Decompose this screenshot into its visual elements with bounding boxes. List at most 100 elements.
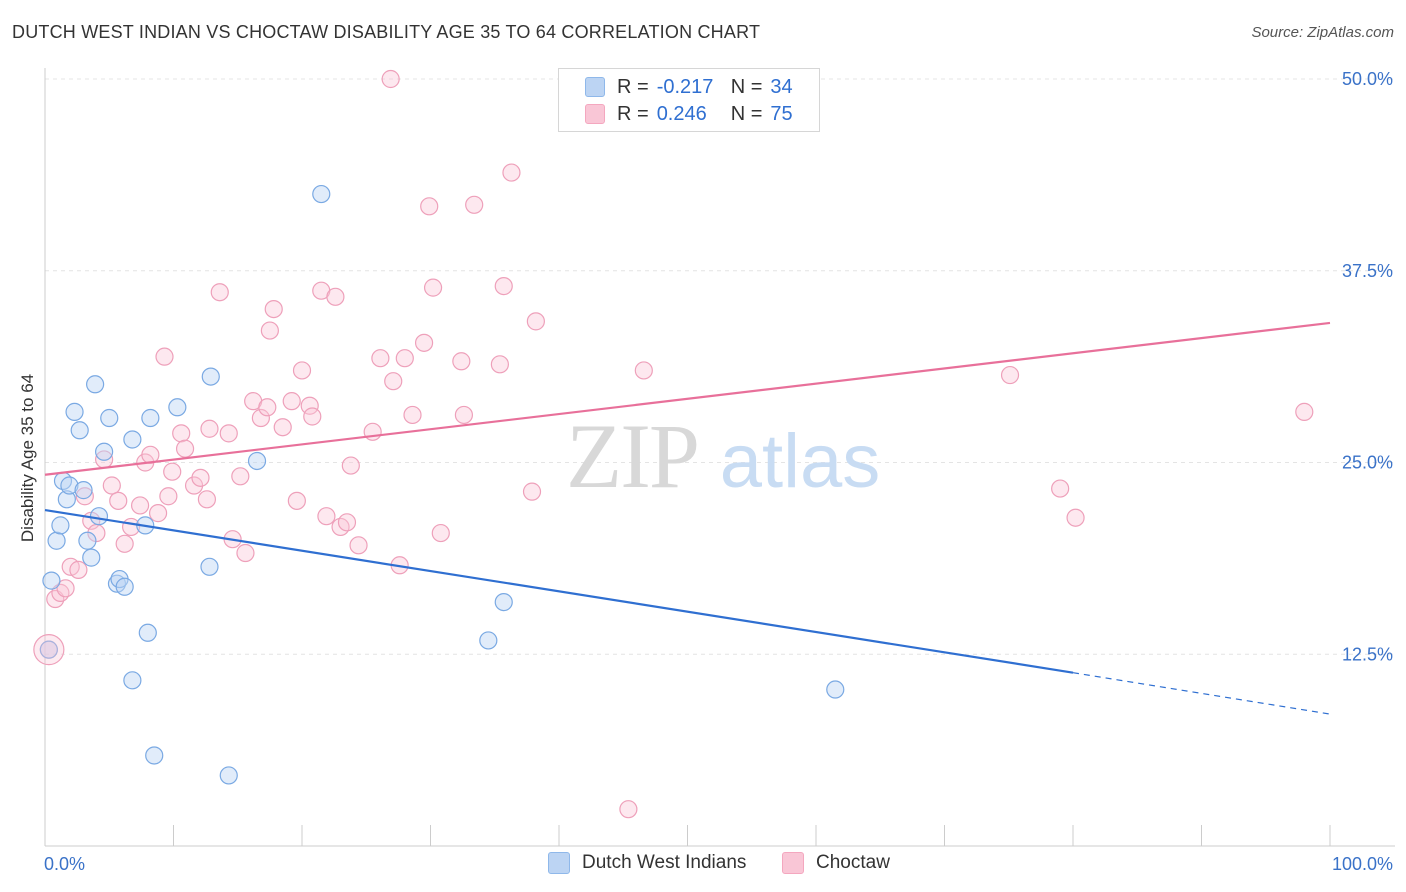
point-choctaw: [395, 349, 414, 368]
legend-swatch-choctaw: [585, 104, 605, 124]
grid-layer: [45, 78, 1395, 655]
point-choctaw: [414, 333, 434, 352]
trendline-dutch-west-indians: [44, 508, 1074, 674]
point-choctaw: [130, 496, 150, 515]
point-dutch-west-indians: [168, 398, 187, 417]
point-choctaw: [303, 407, 322, 426]
trendline-choctaw: [44, 321, 1331, 476]
point-choctaw: [326, 287, 345, 306]
point-choctaw: [317, 507, 336, 526]
point-choctaw: [148, 504, 168, 523]
point-dutch-west-indians: [219, 766, 238, 785]
x-tick-label: 0.0%: [44, 854, 85, 874]
point-choctaw: [56, 579, 75, 598]
chart-source: Source: ZipAtlas.com: [1251, 24, 1394, 41]
point-choctaw: [337, 513, 357, 532]
point-dutch-west-indians: [95, 442, 114, 461]
point-dutch-west-indians: [65, 402, 84, 421]
point-choctaw: [109, 491, 128, 510]
legend-series-name: Choctaw: [816, 852, 890, 873]
legend-r-value: 0.246: [656, 102, 707, 125]
point-choctaw: [115, 534, 134, 553]
point-choctaw: [75, 487, 94, 506]
legend-n-label: N =: [730, 75, 763, 98]
point-choctaw: [452, 352, 471, 371]
legend-stats: R = -0.217 N = 34 R = 0.246 N = 75: [558, 68, 820, 132]
point-choctaw: [258, 398, 277, 417]
legend-swatch: [782, 852, 804, 874]
watermark: ZIP atlas: [566, 405, 880, 507]
point-dutch-west-indians: [247, 451, 267, 471]
legend-r-label: R =: [617, 102, 649, 125]
point-dutch-west-indians: [74, 481, 93, 500]
point-dutch-west-indians: [39, 640, 58, 659]
y-tick-label: 12.5%: [1342, 644, 1393, 664]
point-dutch-west-indians: [100, 408, 119, 428]
point-choctaw: [155, 347, 174, 366]
point-dutch-west-indians: [51, 516, 70, 535]
point-choctaw: [454, 405, 474, 425]
point-choctaw: [465, 195, 484, 214]
point-dutch-west-indians: [47, 531, 66, 550]
point-choctaw: [634, 361, 653, 380]
legend-row-dutch-west-indians: R = -0.217 N = 34: [617, 75, 793, 99]
point-choctaw: [1295, 402, 1314, 421]
point-dutch-west-indians: [494, 592, 513, 612]
point-dutch-west-indians: [42, 571, 61, 590]
trendline-dutch-west-indians-extension: [1072, 672, 1331, 715]
point-choctaw-large: [33, 634, 65, 666]
point-choctaw: [273, 418, 292, 437]
point-dutch-west-indians: [82, 548, 101, 567]
point-choctaw: [331, 517, 350, 537]
point-choctaw: [420, 197, 439, 216]
point-dutch-west-indians: [115, 577, 134, 596]
point-choctaw: [371, 349, 390, 368]
point-dutch-west-indians: [86, 375, 105, 394]
point-dutch-west-indians: [826, 680, 845, 699]
watermark-atlas: atlas: [720, 419, 881, 504]
legend-swatch: [548, 852, 570, 874]
point-choctaw: [282, 392, 301, 411]
point-dutch-west-indians: [479, 631, 498, 650]
legend-item-dutch-west-indians: Dutch West Indians: [548, 852, 746, 874]
point-choctaw: [69, 560, 88, 579]
point-choctaw: [431, 523, 450, 543]
point-choctaw: [175, 439, 195, 458]
trend-layer: [44, 321, 1331, 715]
y-axis-label: Disability Age 35 to 64: [18, 374, 37, 542]
point-choctaw: [260, 321, 279, 340]
point-choctaw: [172, 424, 191, 443]
point-choctaw: [292, 361, 312, 380]
point-choctaw: [384, 372, 403, 391]
x-tick-label: 100.0%: [1332, 854, 1393, 874]
point-choctaw: [287, 491, 306, 510]
legend-row-choctaw: R = 0.246 N = 75: [617, 102, 793, 126]
point-choctaw: [300, 396, 319, 415]
point-choctaw: [1051, 479, 1070, 498]
point-choctaw: [251, 408, 270, 428]
point-choctaw: [490, 355, 509, 374]
axis-layer: 12.5% 25.0% 37.5% 50.0% 0.0% 100.0%: [44, 68, 1395, 874]
point-choctaw: [381, 69, 400, 89]
point-choctaw: [526, 312, 545, 331]
point-dutch-west-indians: [89, 507, 109, 526]
legend-series: Dutch West Indians Choctaw: [0, 850, 1406, 878]
y-tick-label: 37.5%: [1342, 261, 1393, 281]
legend-n-value: 34: [770, 75, 793, 98]
point-dutch-west-indians: [78, 531, 97, 550]
point-choctaw: [341, 456, 360, 475]
legend-n-value: 75: [770, 102, 793, 125]
point-choctaw: [219, 424, 238, 443]
point-choctaw: [522, 482, 542, 501]
y-tick-label: 50.0%: [1342, 69, 1393, 89]
point-choctaw: [423, 278, 443, 297]
point-choctaw: [1000, 365, 1020, 385]
point-dutch-west-indians: [60, 476, 79, 495]
point-choctaw: [197, 490, 217, 509]
point-choctaw: [163, 462, 182, 481]
point-choctaw: [102, 476, 121, 495]
point-dutch-west-indians: [145, 746, 164, 765]
point-dutch-west-indians: [312, 184, 331, 204]
